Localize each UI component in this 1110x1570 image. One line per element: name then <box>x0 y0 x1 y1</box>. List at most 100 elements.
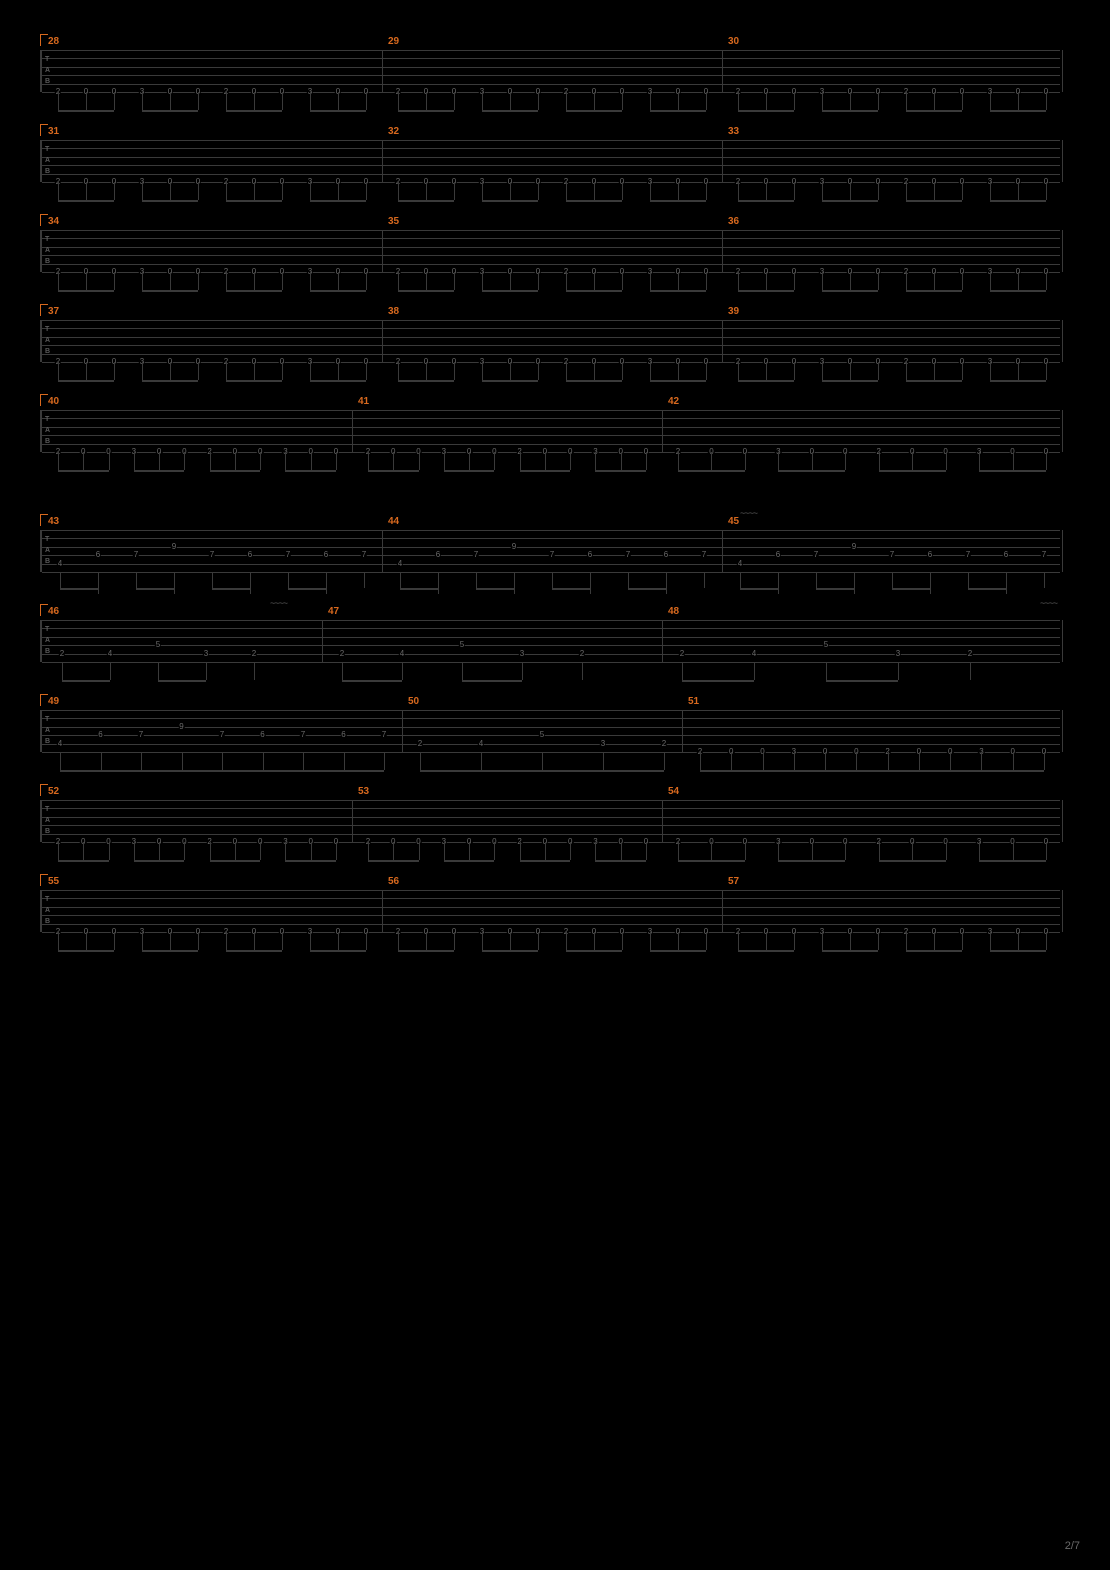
barline <box>1062 320 1063 362</box>
stem <box>552 572 553 588</box>
beam <box>210 860 235 862</box>
beam <box>86 110 114 112</box>
beam <box>101 770 142 772</box>
stem <box>170 362 171 380</box>
beam <box>510 290 538 292</box>
beam <box>58 860 83 862</box>
stem <box>438 572 439 594</box>
beam <box>58 470 83 472</box>
beam <box>83 470 108 472</box>
stem <box>664 752 665 770</box>
stem <box>142 92 143 110</box>
stem <box>134 842 135 860</box>
barline <box>662 800 663 842</box>
fret-number: 6 <box>340 731 346 739</box>
staff-line <box>42 320 1060 321</box>
stem <box>754 662 755 680</box>
tab-clef-label: A <box>45 817 50 824</box>
stem <box>260 452 261 470</box>
stem <box>444 452 445 470</box>
staff-line <box>42 808 1060 809</box>
tab-clef-label: A <box>45 637 50 644</box>
stem <box>344 752 345 770</box>
stem <box>86 362 87 380</box>
beam <box>990 200 1018 202</box>
beam <box>338 380 366 382</box>
barline <box>322 620 323 662</box>
stem <box>336 842 337 860</box>
fret-number: 3 <box>895 650 901 658</box>
stem <box>254 182 255 200</box>
stem <box>254 932 255 950</box>
stem <box>326 572 327 594</box>
beam <box>254 290 282 292</box>
stem <box>778 452 779 470</box>
tab-clef-label: B <box>45 648 50 655</box>
beam <box>393 470 418 472</box>
beam <box>856 770 887 772</box>
beam <box>812 860 845 862</box>
beam <box>469 860 494 862</box>
stem <box>621 452 622 470</box>
stem <box>159 452 160 470</box>
beam <box>60 588 98 590</box>
staff-line <box>42 427 1060 428</box>
fret-number: 4 <box>737 560 743 568</box>
stem <box>678 452 679 470</box>
stem <box>494 842 495 860</box>
beam <box>778 470 811 472</box>
fret-number: 3 <box>519 650 525 658</box>
stem <box>368 452 369 470</box>
beam <box>595 860 620 862</box>
fret-number: 4 <box>478 740 484 748</box>
measure-number: 38 <box>388 306 399 317</box>
tab-clef-label: T <box>45 806 49 813</box>
tab-clef-label: A <box>45 547 50 554</box>
fret-number: 9 <box>171 543 177 551</box>
fret-number: 7 <box>549 551 555 559</box>
beam <box>595 470 620 472</box>
beam <box>738 110 766 112</box>
fret-number: 7 <box>813 551 819 559</box>
staff-line <box>42 444 1060 445</box>
stem <box>850 362 851 380</box>
beam <box>628 588 666 590</box>
staff-line <box>42 84 1060 85</box>
measure-bracket <box>40 694 48 706</box>
stem <box>970 662 971 680</box>
beam <box>159 860 184 862</box>
stem <box>812 842 813 860</box>
beam <box>990 380 1018 382</box>
staff-line <box>42 744 1060 745</box>
beam <box>879 860 912 862</box>
stem <box>979 452 980 470</box>
stem <box>1046 452 1047 470</box>
stem <box>878 92 879 110</box>
fret-number: 7 <box>133 551 139 559</box>
beam <box>263 770 304 772</box>
barline <box>1062 230 1063 272</box>
stem <box>402 662 403 680</box>
fret-number: 7 <box>209 551 215 559</box>
beam <box>766 290 794 292</box>
beam <box>934 110 962 112</box>
stem <box>1046 362 1047 380</box>
beam <box>934 290 962 292</box>
tab-clef-label: B <box>45 348 50 355</box>
stem <box>1046 842 1047 860</box>
stem <box>879 842 880 860</box>
tab-clef-label: A <box>45 907 50 914</box>
measure-bracket <box>40 394 48 406</box>
measure-number: 44 <box>388 516 399 527</box>
stem <box>566 92 567 110</box>
fret-number: 2 <box>339 650 345 658</box>
stem <box>83 452 84 470</box>
fret-number: 4 <box>57 740 63 748</box>
stem <box>962 272 963 290</box>
barline <box>1062 710 1063 752</box>
beam <box>826 680 898 682</box>
tab-staff: TAB200300200300200300200300200300200300 <box>40 230 1060 272</box>
beam <box>850 110 878 112</box>
stem <box>336 452 337 470</box>
stem <box>338 272 339 290</box>
